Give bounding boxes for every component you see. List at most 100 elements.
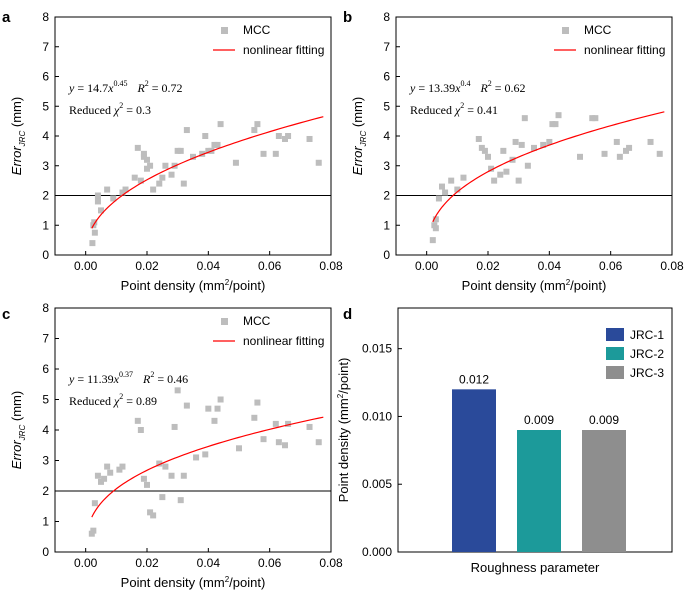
- data-point: [119, 189, 126, 196]
- y-tick-label: 0.000: [362, 545, 392, 559]
- x-tick-label: 0.08: [660, 259, 684, 273]
- y-tick-label: 8: [383, 10, 390, 24]
- legend-label: JRC-3: [630, 366, 664, 380]
- panel-a: a 0.00 0.02 0.04 0.06 0.08 0 1 2 3 4 5 6 7 8 MCC nonline…: [2, 9, 343, 293]
- data-point: [144, 156, 150, 163]
- chi-value: = 0.41: [464, 103, 498, 117]
- data-point: [177, 497, 184, 504]
- ylab-sub: JRC: [359, 131, 368, 148]
- xlab-sup: 2: [566, 278, 571, 287]
- eq-exp: 0.37: [119, 370, 133, 379]
- y-tick-label: 2: [42, 189, 49, 203]
- x-axis-label: Point density (mm2/point): [462, 278, 607, 293]
- data-point: [162, 162, 169, 169]
- data-point: [315, 439, 322, 446]
- data-point: [134, 417, 141, 424]
- data-point: [512, 138, 519, 145]
- legend-swatch: [606, 328, 624, 341]
- eq-r-sup: 2: [150, 370, 154, 379]
- data-point: [147, 162, 154, 169]
- y-tick-label: 3: [42, 159, 49, 173]
- chi-label: Reduced: [69, 103, 114, 117]
- data-point: [315, 159, 322, 166]
- bar-value-label: 0.009: [589, 413, 619, 427]
- bar-jrc-3: [582, 430, 626, 552]
- legend-label: MCC: [243, 314, 271, 328]
- data-point: [180, 472, 187, 479]
- fit-curve: [432, 111, 665, 223]
- data-point: [282, 135, 288, 142]
- data-point: [613, 138, 620, 145]
- data-point: [98, 207, 104, 214]
- y-tick-label: 0.010: [362, 409, 392, 423]
- data-point: [497, 171, 504, 178]
- data-point: [601, 150, 608, 157]
- y-tick-label: 6: [42, 362, 49, 376]
- chi-symbol: χ: [454, 103, 461, 117]
- legend-swatch: [606, 366, 624, 379]
- eq-y: y: [68, 81, 75, 95]
- reduced-chi2: Reduced χ2 = 0.41: [410, 101, 498, 117]
- eq-y: y: [409, 81, 416, 95]
- y-tick-label: 2: [42, 484, 49, 498]
- reduced-chi2: Reduced χ2 = 0.89: [69, 392, 157, 408]
- chi-sup: 2: [119, 101, 123, 110]
- y-axis-label: ErrorJRC (mm): [350, 97, 368, 175]
- data-point: [478, 144, 485, 151]
- eq-coef: = 13.39: [415, 81, 455, 95]
- data-point: [589, 115, 596, 122]
- eq-x: x: [454, 81, 461, 95]
- data-point: [134, 144, 141, 151]
- eq-r: R: [136, 81, 145, 95]
- data-point: [171, 423, 178, 430]
- data-point: [592, 115, 599, 122]
- x-tick-label: 0.00: [74, 556, 98, 570]
- x-tick-label: 0.06: [599, 259, 623, 273]
- ylab-sub: JRC: [18, 131, 27, 148]
- eq-r2-value: = 0.46: [154, 372, 188, 386]
- ylab-part: /point): [336, 358, 351, 394]
- data-point: [131, 174, 138, 181]
- data-point: [217, 396, 224, 403]
- data-point: [285, 133, 292, 139]
- ylab-error: Error: [9, 440, 24, 470]
- ylab-error: Error: [350, 146, 365, 176]
- data-point: [503, 168, 510, 175]
- panel-label: d: [343, 306, 352, 323]
- data-point: [91, 219, 98, 226]
- data-point: [552, 121, 559, 128]
- chi-sup: 2: [119, 392, 123, 401]
- y-tick-label: 4: [42, 129, 49, 143]
- data-point: [448, 177, 455, 184]
- panel-label: a: [2, 9, 11, 26]
- data-point: [150, 186, 157, 193]
- y-tick-label: 5: [42, 99, 49, 113]
- y-tick-label: 0: [383, 248, 390, 262]
- x-tick-label: 0.06: [258, 556, 282, 570]
- ylab-unit: (mm): [9, 391, 24, 425]
- fit-curve: [91, 416, 324, 518]
- panel-d: d 0.000 0.005 0.010 0.015 0.012 0.009 0.009 JRC-…: [336, 306, 673, 575]
- y-tick-label: 0: [42, 248, 49, 262]
- data-point: [214, 405, 221, 412]
- xlab-part: Point density (mm: [121, 278, 225, 293]
- data-point: [202, 133, 209, 139]
- data-point: [282, 442, 288, 449]
- data-point: [531, 144, 537, 151]
- eq-exp: 0.45: [113, 79, 127, 88]
- data-point: [214, 141, 221, 148]
- data-point: [159, 494, 166, 501]
- x-tick-label: 0.04: [538, 259, 562, 273]
- data-point: [147, 509, 154, 516]
- y-tick-label: 1: [42, 218, 49, 232]
- data-point: [275, 133, 282, 139]
- legend-marker: [221, 318, 228, 325]
- y-tick-label: 7: [383, 40, 390, 54]
- data-point: [91, 500, 98, 507]
- data-point: [144, 481, 150, 488]
- chi-label: Reduced: [69, 394, 114, 408]
- data-point: [183, 127, 190, 134]
- data-point: [211, 417, 218, 424]
- data-point: [104, 463, 111, 470]
- data-point: [442, 189, 449, 196]
